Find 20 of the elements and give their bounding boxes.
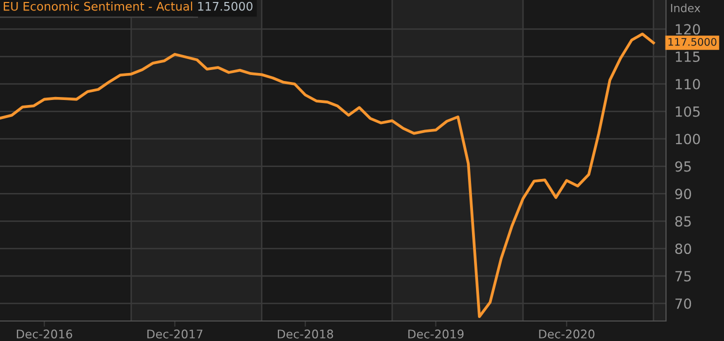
x-tick-label: Dec-2019: [408, 330, 464, 338]
text: EU Economic Sentiment - Actual: [4, 2, 192, 11]
y-tick-label: 90: [675, 188, 692, 200]
y-tick-label: 115: [676, 52, 700, 62]
x-tick-label: Dec-2020: [539, 330, 594, 338]
y-tick-label: 70: [675, 298, 692, 309]
y-axis-title: Index: [671, 4, 700, 12]
annotation: 117.5000: [198, 2, 252, 11]
y-tick-label: 105: [676, 106, 700, 117]
y-tick-label: 85: [675, 216, 691, 227]
annotation: 117.5000: [668, 38, 716, 46]
y-tick-label: 110: [676, 78, 700, 90]
y-tick-label: 80: [675, 244, 692, 254]
x-tick-label: Dec-2017: [147, 330, 202, 338]
y-tick-label: 120: [676, 24, 700, 35]
y-tick-label: 100: [676, 134, 700, 144]
y-tick-label: 95: [675, 161, 691, 172]
y-tick-label: 75: [675, 271, 691, 282]
x-tick-label: Dec-2018: [278, 330, 334, 338]
x-tick-label: Dec-2016: [16, 330, 72, 338]
